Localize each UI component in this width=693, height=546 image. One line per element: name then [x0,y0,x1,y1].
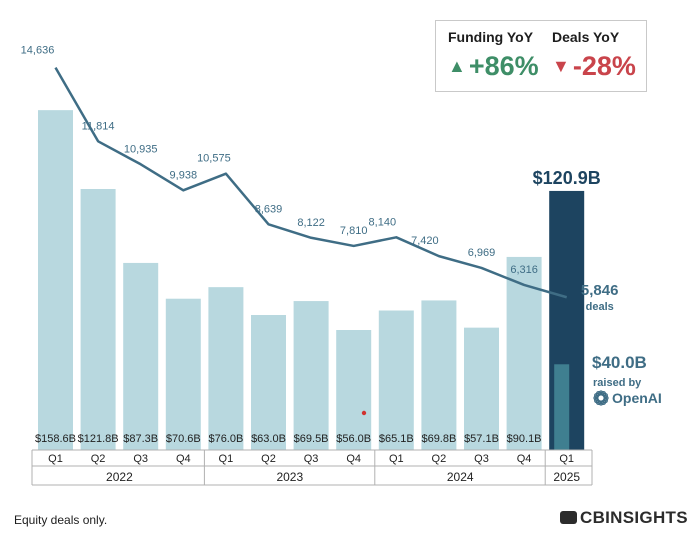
bar-value-label: $63.0B [251,433,286,445]
deals-value-label: 8,639 [255,203,283,215]
quarter-label: Q4 [176,453,191,465]
bar-value-label: $65.1B [379,433,414,445]
yoy-kpi-box: Funding YoY ▲ +86% Deals YoY ▼ -28% [435,20,647,92]
quarter-label: Q1 [559,453,574,465]
deals-yoy-label: Deals YoY [552,29,620,45]
bar [208,287,244,450]
deals-value-label: 6,969 [468,247,496,259]
year-label: 2023 [276,470,303,484]
quarter-label: Q2 [261,453,276,465]
red-dot [361,410,367,416]
openai-amount: $40.0B [592,353,647,372]
brand-name: CBINSIGHTS [580,508,688,527]
funding-yoy-value-row: ▲ +86% [448,51,539,82]
bar-openai-portion [554,364,570,450]
deals-yoy-value: -28% [572,51,636,81]
openai-icon [593,390,609,406]
openai-icon-petal [594,392,608,404]
deals-value-label: 7,810 [340,225,368,237]
deals-yoy-kpi: Deals YoY ▼ -28% [552,29,636,82]
deals-value-label: 11,814 [82,120,115,132]
bar [421,300,457,450]
bar-value-label: $57.1B [464,433,499,445]
bar [464,327,499,450]
quarter-label: Q4 [517,453,532,465]
deals-value-label: 9,938 [170,169,198,181]
bar [336,330,372,450]
deals-value-label: 6,316 [510,264,538,276]
funding-yoy-label: Funding YoY [448,29,534,45]
funding-yoy-value: +86% [468,51,539,81]
quarter-label: Q1 [219,453,234,465]
bar-value-label: $87.3B [123,433,158,445]
up-arrow-icon: ▲ [448,56,466,76]
deals-last-value: 5,846 [581,282,619,299]
openai-caption: raised by [593,377,642,389]
bar [123,262,159,450]
down-arrow-icon: ▼ [552,56,570,76]
bar-value-label: $56.0B [336,433,371,445]
bar [38,110,73,451]
bar [293,301,329,450]
bar-value-label: $90.1B [507,433,542,445]
bar [378,310,414,450]
quarter-label: Q4 [346,453,361,465]
quarter-label: Q3 [133,453,148,465]
quarter-label: Q2 [91,453,106,465]
highlight-total-label: $120.9B [533,168,601,188]
deals-yoy-value-row: ▼ -28% [552,51,636,82]
quarter-label: Q1 [48,453,63,465]
bar [251,315,286,450]
year-label: 2024 [447,470,474,484]
quarter-label: Q2 [432,453,447,465]
bar-value-label: $121.8B [78,433,119,445]
bar [165,298,201,450]
year-label: 2025 [553,470,580,484]
bar-value-label: $158.6B [35,433,76,445]
cbinsights-logo-icon [560,511,577,524]
bar-value-label: $69.5B [294,433,329,445]
bar-value-label: $70.6B [166,433,201,445]
deals-line [54,66,568,299]
funding-yoy-kpi: Funding YoY ▲ +86% [448,29,539,82]
deals-value-label: 10,935 [124,143,158,155]
footnote: Equity deals only. [14,513,108,527]
deals-value-label: 7,420 [411,235,439,247]
deals-suffix: deals [586,301,614,313]
cbinsights-logo: CBINSIGHTS [560,508,688,528]
bar [80,189,116,450]
deals-value-label: 10,575 [197,153,231,165]
bar-value-label: $76.0B [208,433,243,445]
year-label: 2022 [106,470,133,484]
deals-value-label: 8,140 [369,216,397,228]
deals-value-label: 8,122 [297,217,325,229]
deals-value-label: 14,636 [21,45,55,57]
openai-name: OpenAI [612,390,662,406]
quarter-label: Q3 [474,453,489,465]
quarter-label: Q3 [304,453,319,465]
bar-value-label: $69.8B [421,433,456,445]
quarter-label: Q1 [389,453,404,465]
